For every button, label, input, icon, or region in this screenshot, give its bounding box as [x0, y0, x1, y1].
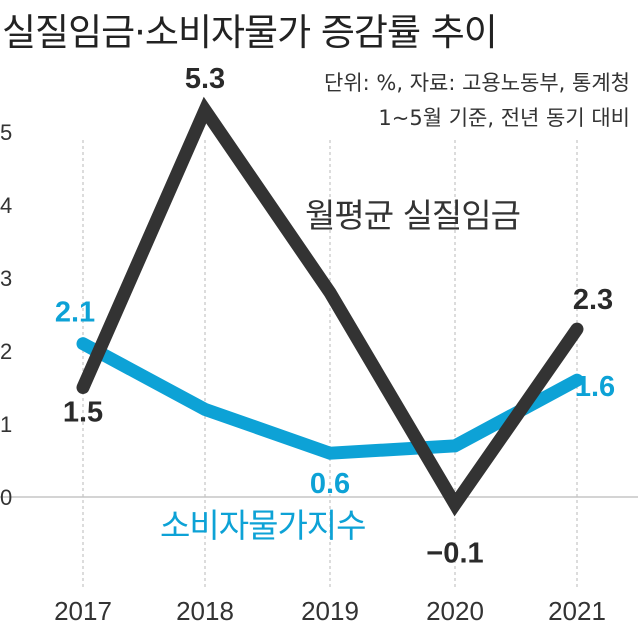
y-tick-2: 2 — [0, 339, 12, 364]
legend-real-wage: 월평균 실질임금 — [305, 196, 520, 235]
cpi-line — [76, 337, 584, 460]
chart-title: 실질임금·소비자물가 증감률 추이 — [2, 11, 498, 54]
legend-cpi: 소비자물가지수 — [160, 506, 366, 545]
x-tick-2017: 2017 — [54, 596, 112, 626]
real-wage-line — [76, 96, 584, 517]
y-tick-1: 1 — [0, 412, 12, 437]
y-tick-3: 3 — [0, 266, 12, 291]
cpi-label-2019: 0.6 — [310, 468, 350, 500]
grid — [0, 140, 638, 588]
x-tick-2018: 2018 — [176, 596, 234, 626]
cpi-label-2017: 2.1 — [55, 297, 95, 329]
y-tick-4: 4 — [0, 193, 12, 218]
x-axis: 2017 2018 2019 2020 2021 — [54, 596, 606, 626]
y-axis: 0 1 2 3 4 5 — [0, 120, 12, 510]
x-tick-2021: 2021 — [548, 596, 606, 626]
basis-note: 1~5월 기준, 전년 동기 대비 — [378, 106, 630, 130]
y-tick-0: 0 — [0, 485, 12, 510]
source-note: 단위: %, 자료: 고용노동부, 통계청 — [324, 71, 630, 95]
wage-label-2017: 1.5 — [63, 397, 103, 429]
y-tick-5: 5 — [0, 120, 12, 145]
series-lines — [76, 96, 584, 517]
x-tick-2019: 2019 — [301, 596, 359, 626]
x-tick-2020: 2020 — [426, 596, 484, 626]
wage-label-2018: 5.3 — [185, 63, 225, 95]
wage-label-2020: −0.1 — [426, 537, 483, 569]
wage-label-2021: 2.3 — [573, 284, 613, 316]
data-labels: 1.5 5.3 −0.1 2.3 2.1 0.6 1.6 — [55, 63, 615, 569]
cpi-label-2021: 1.6 — [575, 371, 615, 403]
